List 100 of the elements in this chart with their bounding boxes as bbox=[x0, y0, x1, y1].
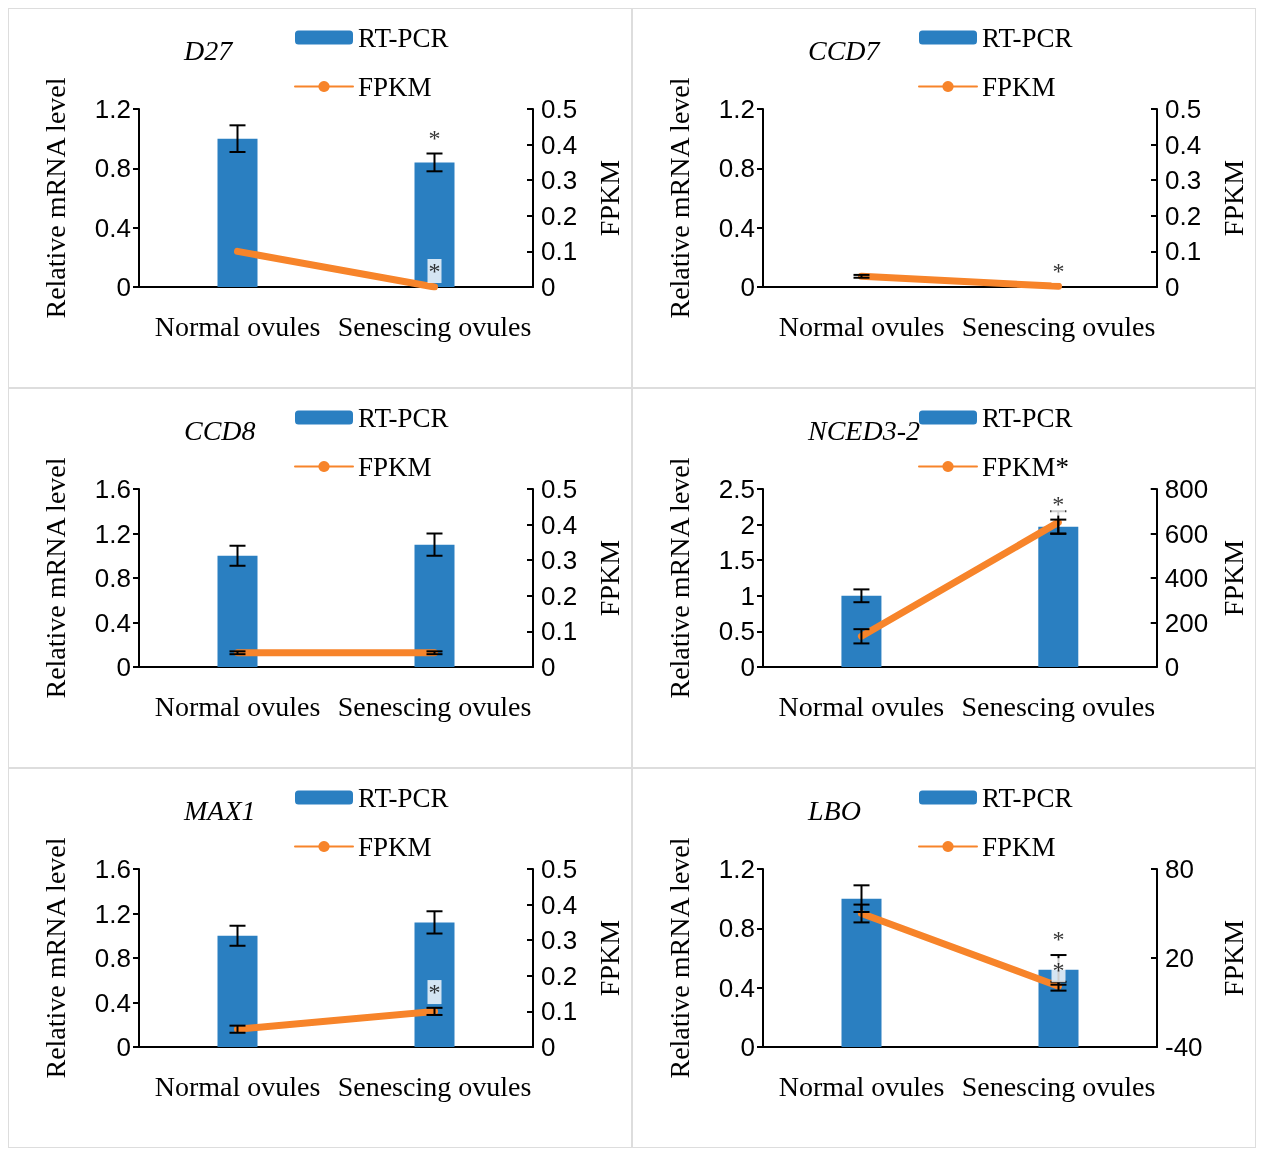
legend-label: FPKM bbox=[358, 71, 432, 102]
x-tick-label: Senescing ovules bbox=[337, 310, 532, 342]
y2-tick-label: 0.5 bbox=[1165, 94, 1202, 124]
y-tick-label: 1.6 bbox=[94, 854, 131, 884]
y2-tick-label: 80 bbox=[1165, 854, 1194, 884]
chart-title: CCD8 bbox=[184, 414, 256, 446]
x-tick-label: Normal ovules bbox=[778, 310, 945, 342]
y2-tick-label: 600 bbox=[1164, 518, 1209, 549]
y-tick-label: 0.8 bbox=[718, 913, 755, 944]
y2-axis-title: FPKM bbox=[593, 919, 625, 997]
x-tick-label: Normal ovules bbox=[778, 690, 945, 722]
legend-label: RT-PCR bbox=[982, 782, 1073, 813]
y2-tick-label: 0.3 bbox=[541, 925, 578, 956]
y-tick-label: 0.8 bbox=[718, 153, 755, 184]
y2-tick-label: 0.1 bbox=[1165, 236, 1202, 267]
legend-label: RT-PCR bbox=[982, 402, 1073, 433]
y2-tick-label: 0 bbox=[1165, 272, 1180, 302]
x-tick-label: Normal ovules bbox=[154, 310, 321, 342]
y2-tick-label: 0.2 bbox=[541, 580, 578, 611]
y2-axis-title: FPKM bbox=[593, 539, 625, 617]
annotation: * bbox=[1052, 926, 1065, 953]
y2-tick-label: 0.3 bbox=[1165, 165, 1202, 196]
y-axis-title: Relative mRNA level bbox=[663, 837, 695, 1079]
y2-tick-label: 0.1 bbox=[541, 236, 578, 267]
y-tick-label: 1.2 bbox=[718, 854, 755, 884]
y2-tick-label: -40 bbox=[1165, 1032, 1203, 1062]
y2-tick-label: 0.4 bbox=[541, 889, 578, 920]
annotation: * bbox=[1052, 258, 1065, 284]
y2-tick-label: 0 bbox=[1164, 652, 1180, 682]
y-tick-label: 1.2 bbox=[718, 94, 755, 124]
y-axis-title: Relative mRNA level bbox=[663, 457, 695, 699]
x-tick-label: Senescing ovules bbox=[337, 690, 532, 722]
y2-tick-label: 0.2 bbox=[541, 960, 578, 991]
y2-tick-label: 0 bbox=[541, 272, 556, 302]
y2-tick-label: 800 bbox=[1164, 474, 1209, 504]
y2-tick-label: 0.5 bbox=[541, 854, 578, 884]
legend-label: FPKM* bbox=[982, 451, 1070, 482]
y2-tick-label: 0.2 bbox=[1165, 200, 1202, 231]
annotation: * bbox=[428, 979, 441, 1006]
legend-label: RT-PCR bbox=[982, 22, 1073, 53]
y2-tick-label: 200 bbox=[1164, 607, 1209, 638]
legend-label: FPKM bbox=[982, 831, 1056, 862]
y2-axis-title: FPKM bbox=[1217, 919, 1249, 997]
y2-tick-label: 0.3 bbox=[541, 165, 578, 196]
y-tick-label: 1 bbox=[740, 580, 755, 611]
y2-tick-label: 0.5 bbox=[541, 94, 578, 124]
legend-label: FPKM bbox=[358, 831, 432, 862]
y-tick-label: 0.4 bbox=[94, 607, 131, 638]
y2-axis-title: FPKM bbox=[1217, 539, 1249, 617]
y-tick-label: 0 bbox=[116, 1032, 131, 1062]
legend-label: RT-PCR bbox=[358, 782, 449, 813]
y2-tick-label: 20 bbox=[1165, 943, 1194, 973]
y-tick-label: 0.8 bbox=[94, 153, 131, 184]
y-tick-label: 0 bbox=[740, 272, 755, 302]
x-tick-label: Normal ovules bbox=[154, 1070, 321, 1102]
x-tick-label: Normal ovules bbox=[154, 690, 321, 722]
y-axis-title: Relative mRNA level bbox=[663, 77, 695, 319]
legend-label: FPKM bbox=[982, 71, 1056, 102]
chart-title: D27 bbox=[183, 34, 234, 66]
chart-title: CCD7 bbox=[808, 34, 881, 66]
y-tick-label: 0.5 bbox=[718, 616, 755, 647]
y-tick-label: 0 bbox=[740, 1032, 755, 1062]
y2-tick-label: 400 bbox=[1164, 563, 1209, 593]
y-tick-label: 0 bbox=[116, 652, 131, 682]
y-tick-label: 0 bbox=[740, 652, 755, 682]
y-tick-label: 1.2 bbox=[94, 94, 131, 124]
y-axis-title: Relative mRNA level bbox=[39, 457, 71, 699]
y-axis-title: Relative mRNA level bbox=[39, 837, 71, 1079]
y-tick-label: 1.5 bbox=[718, 545, 755, 576]
y2-tick-label: 0.4 bbox=[541, 509, 578, 540]
y-tick-label: 0.4 bbox=[718, 212, 755, 243]
y-tick-label: 2 bbox=[740, 509, 755, 540]
y2-tick-label: 0.4 bbox=[1165, 129, 1202, 160]
y2-tick-label: 0.5 bbox=[541, 474, 578, 504]
chart-title: NCED3-2 bbox=[807, 414, 920, 446]
x-tick-label: Normal ovules bbox=[778, 1070, 945, 1102]
chart-title: MAX1 bbox=[183, 794, 256, 826]
y2-axis-title: FPKM bbox=[593, 159, 625, 237]
y-tick-label: 0.4 bbox=[94, 212, 131, 243]
y2-axis-title: FPKM bbox=[1217, 159, 1249, 237]
y2-tick-label: 0 bbox=[541, 652, 556, 682]
annotation: * bbox=[1052, 490, 1065, 517]
legend-label: RT-PCR bbox=[358, 402, 449, 433]
chart-title: LBO bbox=[807, 794, 861, 826]
annotation: * bbox=[428, 124, 441, 151]
y2-tick-label: 0 bbox=[541, 1032, 556, 1062]
y-tick-label: 1.2 bbox=[94, 898, 131, 929]
legend-label: FPKM bbox=[358, 451, 432, 482]
x-tick-label: Senescing ovules bbox=[961, 1070, 1156, 1102]
y2-tick-label: 0.1 bbox=[541, 616, 578, 647]
y2-tick-label: 0.4 bbox=[541, 129, 578, 160]
y-tick-label: 1.2 bbox=[94, 518, 131, 549]
y2-tick-label: 0.2 bbox=[541, 200, 578, 231]
y2-tick-label: 0.1 bbox=[541, 996, 578, 1027]
annotation: * bbox=[1052, 957, 1065, 984]
x-tick-label: Senescing ovules bbox=[961, 690, 1156, 722]
y-tick-label: 0.8 bbox=[94, 943, 131, 973]
y-tick-label: 2.5 bbox=[718, 474, 755, 504]
y2-tick-label: 0.3 bbox=[541, 545, 578, 576]
y-tick-label: 0.4 bbox=[94, 987, 131, 1018]
